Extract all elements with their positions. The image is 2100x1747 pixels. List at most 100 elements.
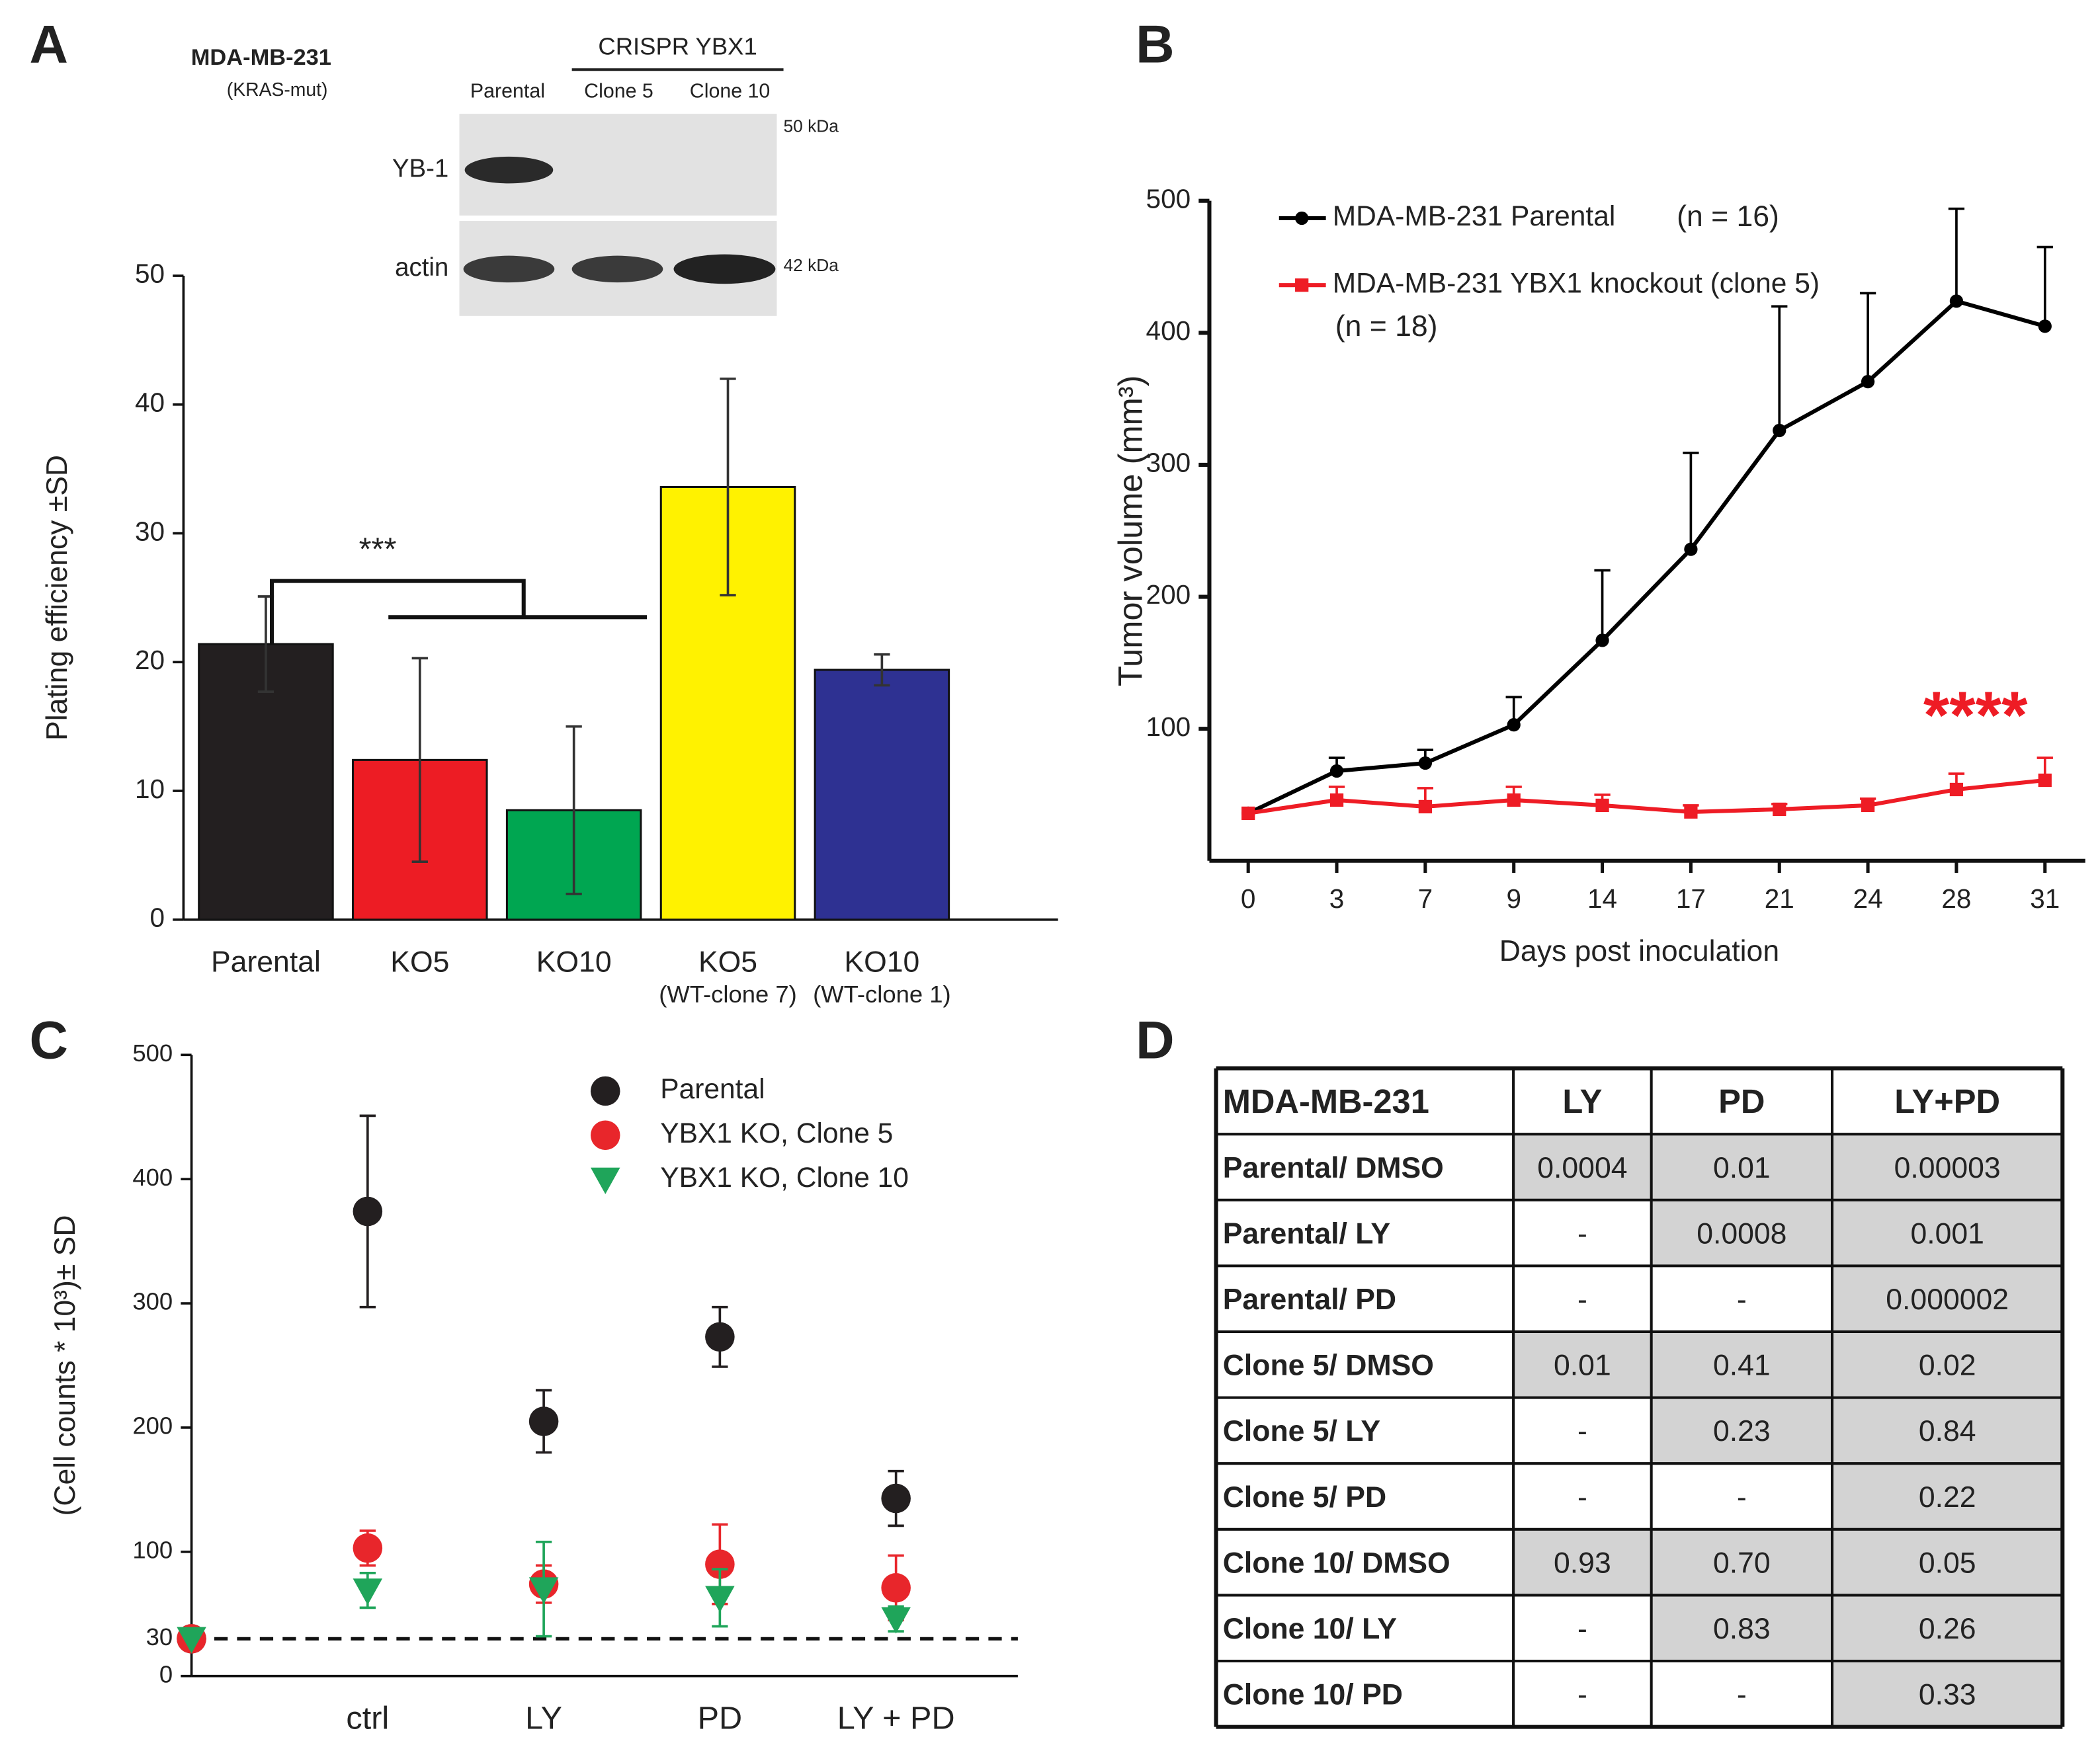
blot-lane: Clone 10 <box>690 81 771 102</box>
table-cell: 0.001 <box>1910 1217 1984 1250</box>
marker <box>1861 798 1875 813</box>
error-bar <box>1948 207 1965 302</box>
y-tick-label: 30 <box>135 516 165 546</box>
table-cell: 0.01 <box>1554 1350 1611 1382</box>
blot-cell-line: MDA-MB-231 <box>191 45 331 70</box>
marker <box>705 1549 735 1579</box>
marker <box>1861 375 1875 389</box>
marker <box>1418 799 1432 814</box>
marker <box>1949 782 1964 797</box>
marker <box>705 1322 735 1352</box>
significance-bracket <box>270 579 648 644</box>
y-tick-label: 300 <box>1146 448 1191 478</box>
marker <box>590 1076 620 1106</box>
y-tick-label: 500 <box>1146 183 1191 214</box>
panel-letter: D <box>1136 1011 1174 1071</box>
legend-label: YBX1 KO, Clone 10 <box>660 1162 909 1194</box>
x-tick-label: ctrl <box>346 1700 389 1736</box>
error-bar <box>1683 452 1699 549</box>
table-header: LY <box>1562 1082 1602 1120</box>
y-tick-label: 10 <box>135 774 165 804</box>
x-tick-label: LY <box>525 1700 562 1736</box>
cell-shade <box>1513 1529 1652 1596</box>
row-label: Clone 10/ DMSO <box>1223 1547 1450 1579</box>
table-cell: 0.23 <box>1713 1415 1771 1447</box>
panel-letter: C <box>30 1011 68 1071</box>
table-cell: 0.0004 <box>1537 1152 1627 1184</box>
table-cell: 0.83 <box>1713 1613 1771 1645</box>
y-tick-label: 0 <box>159 1660 173 1687</box>
marker <box>1684 542 1698 556</box>
x-tick-label: 24 <box>1853 883 1883 914</box>
blot-size: 42 kDa <box>784 255 839 275</box>
cell-shade <box>1832 1397 2063 1464</box>
y-tick-label: 100 <box>132 1536 173 1563</box>
cell-shade <box>1651 1134 1833 1200</box>
table-cell: 0.41 <box>1713 1350 1771 1382</box>
table-cell: 0.000002 <box>1886 1283 2009 1316</box>
y-tick-label: 200 <box>132 1412 173 1440</box>
annotation: **** <box>1923 678 2028 752</box>
x-tick-label: Parental <box>211 946 321 978</box>
cell-shade <box>1832 1199 2063 1266</box>
blot-band <box>464 156 554 184</box>
table-cell: - <box>1577 1481 1587 1514</box>
table-cell: - <box>1577 1217 1587 1250</box>
cell-shade <box>1832 1595 2063 1662</box>
legend-n: (n = 16) <box>1677 200 1779 233</box>
error-bar <box>720 378 736 596</box>
table-cell: - <box>1737 1481 1747 1514</box>
marker <box>1295 278 1309 292</box>
marker <box>2038 773 2052 788</box>
marker <box>2038 319 2052 333</box>
legend-label: Parental <box>660 1074 765 1105</box>
x-tick-label: 0 <box>1241 883 1256 914</box>
x-tick-label: KO10 <box>536 946 612 978</box>
table-cell: 0.00003 <box>1894 1152 2001 1184</box>
marker <box>528 1406 559 1436</box>
marker <box>353 1196 383 1227</box>
y-tick-label: 0 <box>150 903 165 933</box>
error-bar <box>874 653 890 687</box>
marker <box>1507 793 1521 807</box>
table-cell: 0.93 <box>1554 1547 1611 1579</box>
blot-protein: actin <box>395 253 448 282</box>
x-axis-label: Days post inoculation <box>1499 935 1779 967</box>
marker <box>881 1607 911 1634</box>
error-bar <box>411 657 428 864</box>
blot-genotype: (KRAS-mut) <box>227 79 328 101</box>
row-label: Parental/ DMSO <box>1223 1152 1444 1184</box>
x-tick-label: 17 <box>1676 883 1706 914</box>
x-tick-label: 14 <box>1587 883 1617 914</box>
marker <box>1295 211 1309 225</box>
marker <box>528 1577 559 1604</box>
marker <box>590 1167 620 1194</box>
x-tick-label: 28 <box>1941 883 1971 914</box>
blot-protein: YB-1 <box>392 154 449 183</box>
cell-shade <box>1651 1529 1833 1596</box>
marker <box>1507 718 1521 732</box>
error-bar <box>566 725 582 895</box>
legend-label: YBX1 KO, Clone 5 <box>660 1118 893 1149</box>
annotation: *** <box>359 532 397 567</box>
y-axis-label: Tumor volume (mm³) <box>1111 376 1149 686</box>
x-tick-label: 3 <box>1329 883 1345 914</box>
marker <box>881 1483 911 1514</box>
blot-band <box>463 255 555 283</box>
x-tick-label: KO5 <box>698 946 757 978</box>
cell-shade <box>1651 1199 1833 1266</box>
marker <box>1773 802 1786 817</box>
cell-shade <box>1832 1529 2063 1596</box>
marker <box>177 1627 206 1654</box>
bar <box>814 669 950 921</box>
x-tick-label: LY + PD <box>837 1700 955 1736</box>
marker <box>1241 806 1255 821</box>
legend-label: MDA-MB-231 YBX1 knockout (clone 5) <box>1333 268 1820 299</box>
cell-shade <box>1513 1331 1652 1398</box>
marker <box>881 1573 911 1603</box>
marker <box>1595 633 1609 647</box>
x-tick-label: PD <box>698 1700 742 1736</box>
cell-shade <box>1832 1661 2063 1727</box>
marker <box>1418 756 1432 770</box>
